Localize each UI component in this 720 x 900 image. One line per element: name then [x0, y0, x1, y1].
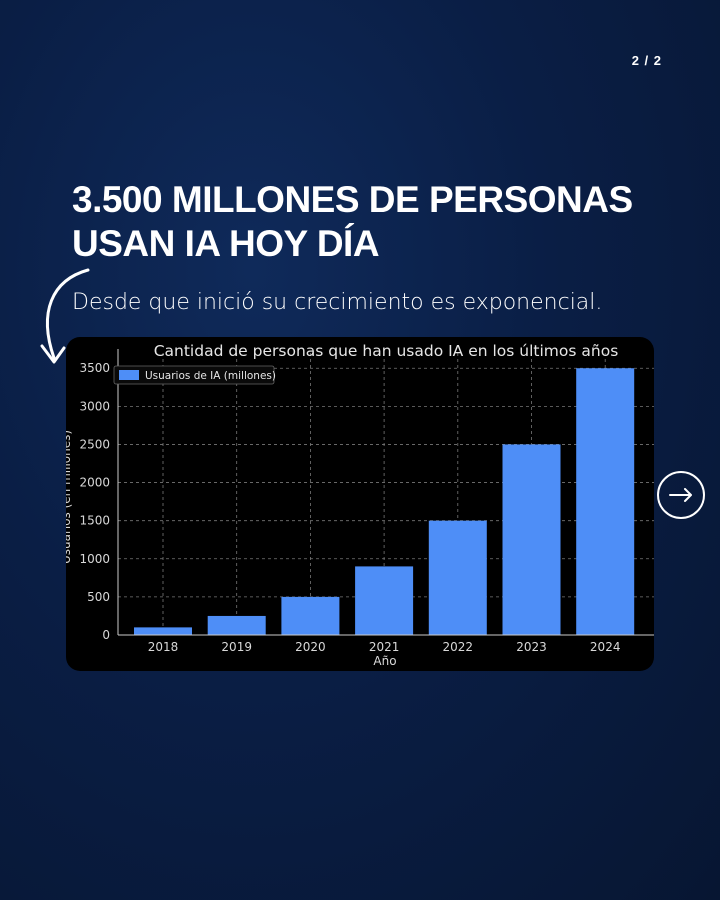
y-tick-label: 1500 — [79, 514, 110, 528]
bar-chart: 0 500 1000 1500 2000 2500 3000 3500 2018 2019 2020… — [66, 342, 654, 668]
bar-2019 — [207, 615, 266, 635]
page-indicator: 2 / 2 — [631, 53, 662, 68]
x-tick-label: 2024 — [590, 640, 621, 654]
x-tick-label: 2021 — [369, 640, 400, 654]
y-tick-label: 2500 — [79, 437, 110, 451]
y-tick-label: 1000 — [79, 552, 110, 566]
bar-2022 — [428, 520, 487, 635]
bar-2021 — [355, 566, 414, 635]
bar-2018 — [134, 627, 192, 635]
bar-2020 — [281, 596, 340, 635]
chart-card: 0 500 1000 1500 2000 2500 3000 3500 2018 2019 2020… — [66, 337, 654, 671]
y-axis-label: Usuarios (en millones) — [66, 430, 73, 564]
y-tick-label: 0 — [102, 628, 110, 642]
y-tick-label: 500 — [87, 590, 110, 604]
chart-title: Cantidad de personas que han usado IA en… — [154, 342, 619, 360]
next-slide-button[interactable] — [657, 471, 705, 519]
x-axis-label: Año — [373, 654, 396, 668]
headline-line-2: USAN IA HOY DÍA — [72, 223, 380, 264]
subheadline: Desde que inició su crecimiento es expon… — [72, 290, 603, 315]
x-tick-label: 2022 — [443, 640, 474, 654]
x-tick-label: 2019 — [221, 640, 252, 654]
x-tick-label: 2023 — [516, 640, 547, 654]
legend-label: Usuarios de IA (millones) — [145, 370, 276, 382]
bar-2024 — [576, 368, 635, 635]
headline: 3.500 MILLONES DE PERSONAS USAN IA HOY D… — [72, 178, 672, 266]
y-tick-label: 3500 — [79, 361, 110, 375]
x-tick-label: 2018 — [148, 640, 179, 654]
curved-arrow-icon — [40, 268, 90, 364]
legend-swatch — [119, 370, 139, 380]
legend-box — [113, 365, 275, 385]
headline-line-1: 3.500 MILLONES DE PERSONAS — [72, 179, 633, 220]
arrow-right-icon — [669, 488, 692, 502]
bar-2023 — [502, 444, 561, 635]
x-tick-label: 2020 — [295, 640, 326, 654]
y-tick-label: 2000 — [79, 476, 110, 490]
y-tick-label: 3000 — [79, 399, 110, 413]
